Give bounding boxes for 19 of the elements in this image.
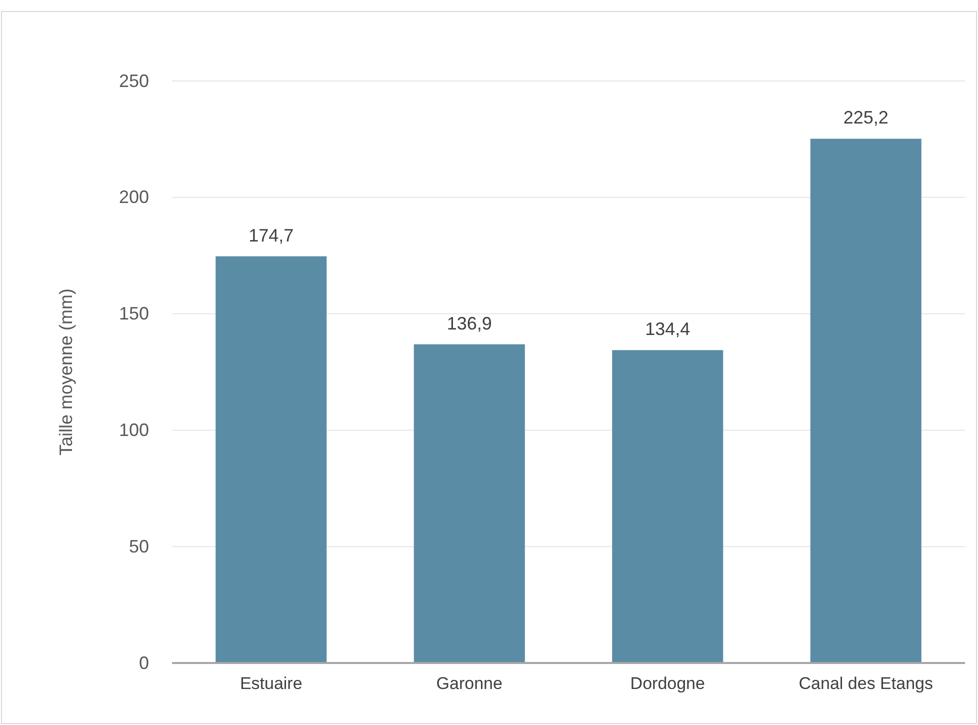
- bar: [612, 350, 724, 663]
- y-tick-label: 150: [118, 304, 149, 324]
- y-axis-title: Taille moyenne (mm): [56, 288, 76, 456]
- bar: [414, 344, 525, 663]
- data-label: 134,4: [645, 319, 690, 340]
- data-label: 174,7: [248, 225, 294, 246]
- x-tick-label: Dordogne: [630, 674, 705, 694]
- data-label: 225,2: [843, 108, 888, 128]
- y-tick-label: 50: [128, 536, 149, 556]
- y-tick-label: 200: [118, 187, 149, 208]
- y-tick-label: 250: [118, 70, 149, 91]
- x-tick-label: Garonne: [436, 674, 502, 694]
- bar: [216, 256, 327, 663]
- x-tick-label: Estuaire: [240, 674, 302, 694]
- y-tick-label: 100: [118, 420, 149, 440]
- y-tick-label: 0: [138, 652, 149, 673]
- data-label: 136,9: [446, 313, 492, 334]
- bar: [810, 138, 922, 663]
- x-tick-label: Canal des Etangs: [798, 674, 933, 694]
